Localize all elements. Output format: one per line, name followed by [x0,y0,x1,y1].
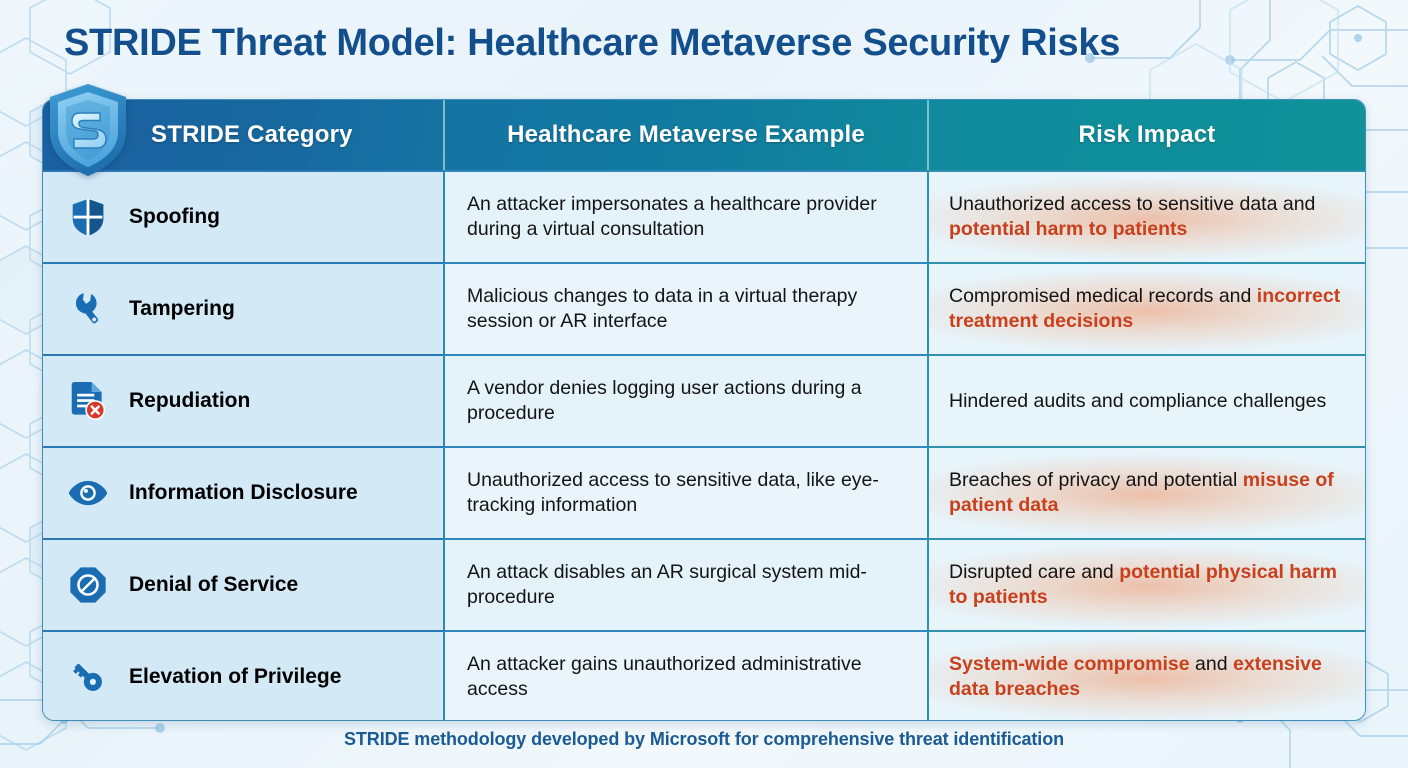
risk-plain: and [1189,653,1233,676]
category-label: Repudiation [129,389,251,413]
risk-plain: Disrupted care and [949,561,1120,584]
category-label: Denial of Service [129,573,299,597]
cell-healthcare-example: A vendor denies logging user actions dur… [443,354,927,446]
footer-note: STRIDE methodology developed by Microsof… [344,729,1064,749]
cell-stride-category: Tampering [43,262,443,354]
document-error-icon [65,380,111,422]
risk-plain: Compromised medical records and [949,285,1257,308]
cell-healthcare-example: An attacker gains unauthorized administr… [443,630,927,720]
risk-plain: Unauthorized access to sensitive data an… [949,193,1316,216]
risk-impact-text: Disrupted care and potential physical ha… [949,560,1347,610]
cell-stride-category: Spoofing [43,170,443,262]
table-row: Spoofing An attacker impersonates a healt… [43,170,1365,262]
cell-risk-impact: Breaches of privacy and potential misuse… [927,446,1365,538]
table-body: Spoofing An attacker impersonates a healt… [43,170,1365,720]
wrench-icon [65,290,111,328]
cell-stride-category: Denial of Service [43,538,443,630]
table-row: Repudiation A vendor denies logging user … [43,354,1365,446]
cell-risk-impact: System-wide compromise and extensive dat… [927,630,1365,720]
example-text: An attacker impersonates a healthcare pr… [467,193,877,240]
cell-stride-category: Information Disclosure [43,446,443,538]
table-row: Denial of Service An attack disables an A… [43,538,1365,630]
example-text: An attacker gains unauthorized administr… [467,653,862,700]
risk-impact-text: Unauthorized access to sensitive data an… [949,192,1347,242]
example-text: A vendor denies logging user actions dur… [467,377,862,424]
risk-impact-text: Breaches of privacy and potential misuse… [949,468,1347,518]
example-text: Malicious changes to data in a virtual t… [467,285,858,332]
example-text: An attack disables an AR surgical system… [467,561,867,608]
page-title: STRIDE Threat Model: Healthcare Metavers… [64,22,1121,64]
shield-icon [65,197,111,237]
cell-risk-impact: Compromised medical records and incorrec… [927,262,1365,354]
risk-impact-text: System-wide compromise and extensive dat… [949,652,1347,702]
cell-stride-category: Elevation of Privilege [43,630,443,720]
cell-stride-category: Repudiation [43,354,443,446]
risk-highlight: potential physical harm to patients [949,561,1337,608]
column-header-healthcare-example: Healthcare Metaverse Example [443,100,927,170]
cell-healthcare-example: Malicious changes to data in a virtual t… [443,262,927,354]
stride-table: STRIDE Category Healthcare Metaverse Exa… [42,99,1366,721]
table-row: Elevation of Privilege An attacker gains … [43,630,1365,720]
risk-plain: Hindered audits and compliance challenge… [949,389,1327,412]
category-label: Spoofing [129,205,220,229]
table-row: Tampering Malicious changes to data in a … [43,262,1365,354]
risk-highlight: potential harm to patients [949,218,1188,240]
stride-shield-logo [50,84,126,176]
risk-highlight: extensive data breaches [949,653,1322,700]
column-header-risk-impact: Risk Impact [927,100,1365,170]
risk-impact-text: Hindered audits and compliance challenge… [949,389,1326,414]
cell-healthcare-example: An attacker impersonates a healthcare pr… [443,170,927,262]
risk-highlight: misuse of patient data [949,469,1334,516]
cell-risk-impact: Hindered audits and compliance challenge… [927,354,1365,446]
example-text: Unauthorized access to sensitive data, l… [467,469,879,516]
category-label: Tampering [129,297,235,321]
cell-risk-impact: Unauthorized access to sensitive data an… [927,170,1365,262]
risk-impact-text: Compromised medical records and incorrec… [949,284,1347,334]
table-header-row: STRIDE Category Healthcare Metaverse Exa… [43,100,1365,170]
table-row: Information Disclosure Unauthorized acces… [43,446,1365,538]
eye-icon [65,479,111,507]
cell-risk-impact: Disrupted care and potential physical ha… [927,538,1365,630]
cell-healthcare-example: An attack disables an AR surgical system… [443,538,927,630]
risk-highlight: System-wide compromise [949,653,1190,676]
no-entry-octagon-icon [65,566,111,604]
risk-plain: Breaches of privacy and potential [949,469,1243,492]
category-label: Elevation of Privilege [129,665,342,689]
risk-highlight: incorrect treatment decisions [949,285,1341,332]
key-icon [65,659,111,695]
cell-healthcare-example: Unauthorized access to sensitive data, l… [443,446,927,538]
category-label: Information Disclosure [129,481,358,505]
